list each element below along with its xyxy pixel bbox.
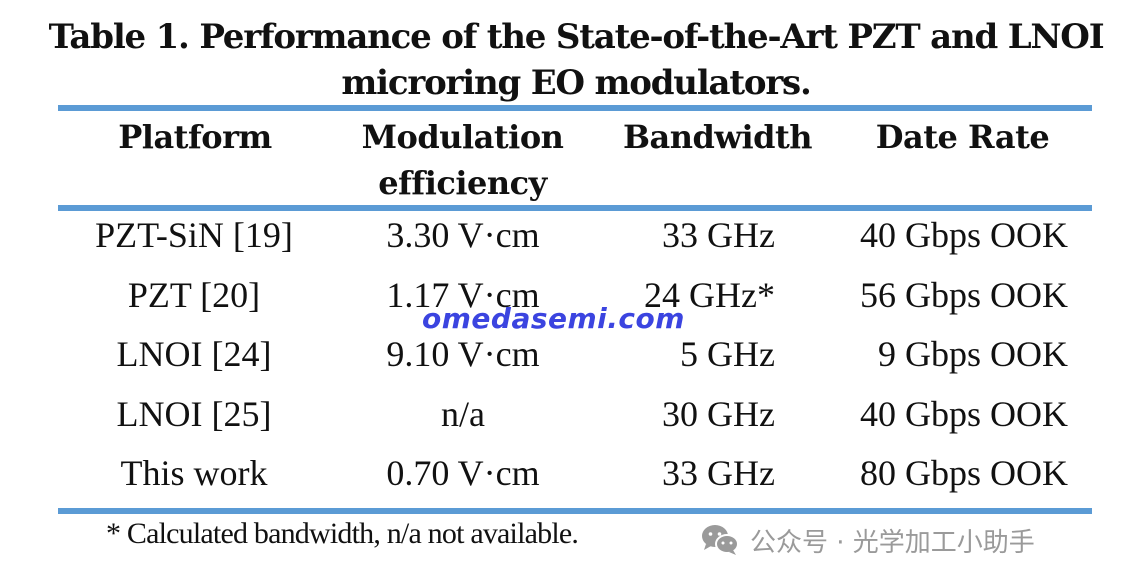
cell-platform: LNOI [24] (116, 334, 272, 374)
cell-modulation-efficiency: 1.17 V·cm (386, 275, 540, 315)
cell-platform: PZT [20] (127, 275, 261, 315)
site-watermark: omedasemi.com (422, 302, 685, 335)
cell-modulation-efficiency: 3.30 V·cm (386, 215, 540, 255)
cell-modulation-efficiency: 9.10 V·cm (386, 334, 540, 374)
header-date-rate: Date Rate (875, 118, 1050, 156)
bottom-rule (58, 508, 1092, 514)
cell-date-rate: 40 Gbps OOK (859, 394, 1068, 434)
cell-bandwidth: 24 GHz* (644, 275, 775, 315)
table-row: PZT [20] 1.17 V·cm 24 GHz* 56 Gbps OOK (0, 270, 1137, 330)
cell-date-rate: 80 Gbps OOK (859, 453, 1068, 493)
table-row: LNOI [24] 9.10 V·cm 5 GHz 9 Gbps OOK (0, 329, 1137, 389)
cell-bandwidth: 5 GHz (680, 334, 775, 374)
wechat-icon (702, 525, 739, 555)
cell-platform: This work (120, 453, 268, 493)
table-caption: Table 1. Performance of the State-of-the… (0, 14, 1137, 106)
table-footnote: * Calculated bandwidth, n/a not availabl… (106, 517, 579, 550)
cell-date-rate: 40 Gbps OOK (859, 215, 1068, 255)
header-platform: Platform (118, 118, 272, 156)
cell-platform: PZT-SiN [19] (95, 215, 293, 255)
cell-modulation-efficiency: n/a (441, 394, 485, 434)
cell-bandwidth: 33 GHz (662, 453, 775, 493)
header-modulation-efficiency: Modulation efficiency (325, 114, 600, 206)
header-modulation-line-2: efficiency (378, 164, 547, 202)
cell-modulation-efficiency: 0.70 V·cm (386, 453, 540, 493)
table-row: LNOI [25] n/a 30 GHz 40 Gbps OOK (0, 389, 1137, 449)
wechat-account-label: 公众号 · 光学加工小助手 (750, 527, 1035, 558)
caption-line-2: microring EO modulators. (341, 63, 811, 103)
header-modulation-line-1: Modulation (361, 118, 564, 156)
top-rule (58, 105, 1092, 111)
cell-bandwidth: 30 GHz (662, 394, 775, 434)
cell-platform: LNOI [25] (116, 394, 272, 434)
cell-date-rate: 56 Gbps OOK (859, 275, 1068, 315)
cell-bandwidth: 33 GHz (662, 215, 775, 255)
header-rule (58, 205, 1092, 211)
wechat-account-badge: 公众号 · 光学加工小助手 (700, 520, 1035, 560)
caption-line-1: Table 1. Performance of the State-of-the… (48, 17, 1105, 57)
table-row: PZT-SiN [19] 3.30 V·cm 33 GHz 40 Gbps OO… (0, 210, 1137, 270)
header-bandwidth: Bandwidth (622, 118, 813, 156)
cell-date-rate: 9 Gbps OOK (877, 334, 1068, 374)
table-row: This work 0.70 V·cm 33 GHz 80 Gbps OOK (0, 448, 1137, 508)
